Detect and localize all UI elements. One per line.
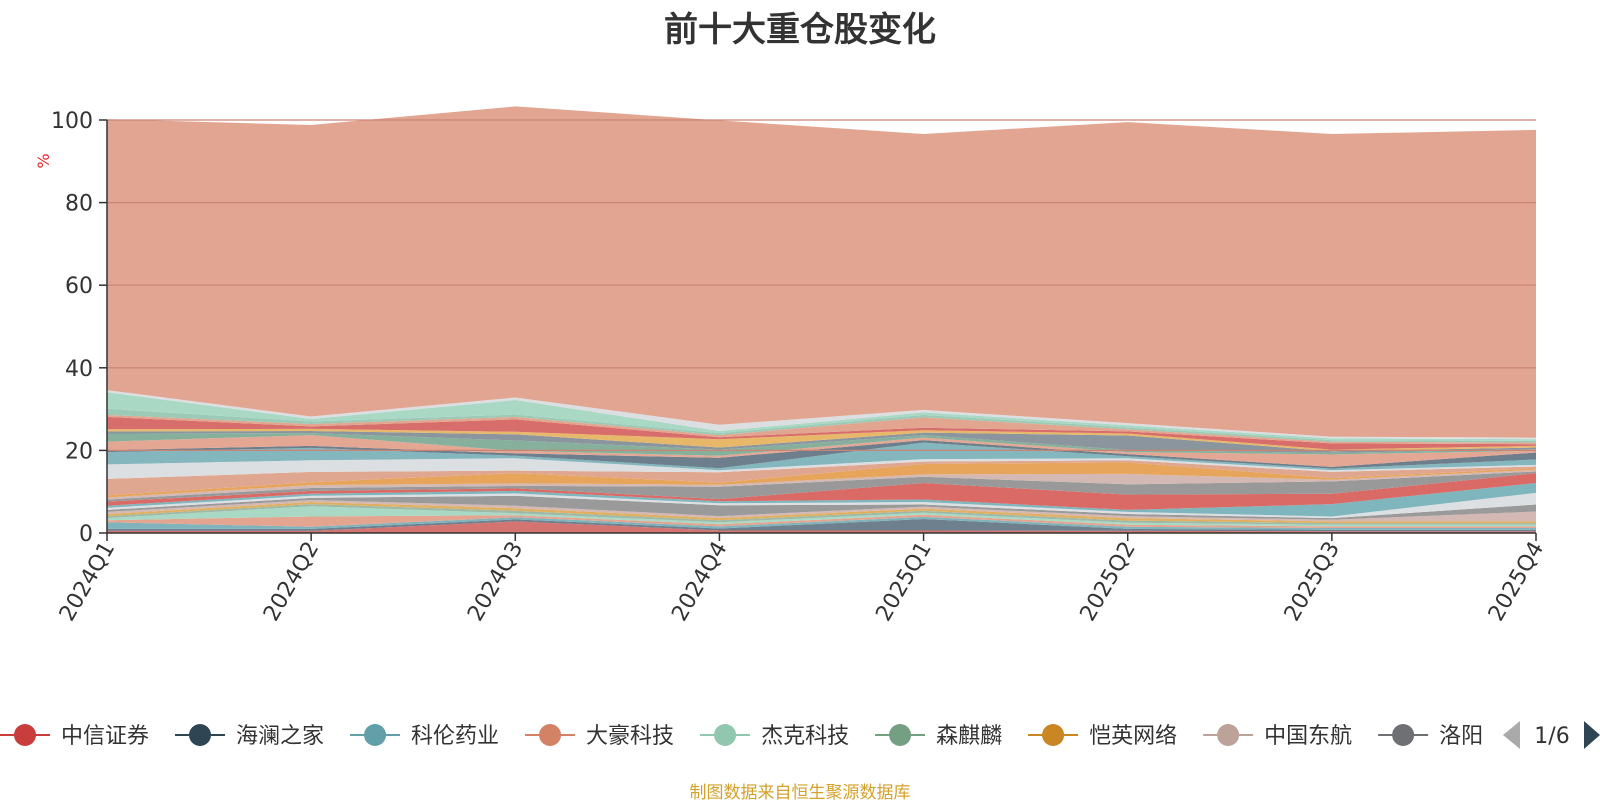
legend-label: 大豪科技 — [586, 724, 674, 749]
chart-title: 前十大重仓股变化 — [664, 10, 936, 50]
legend-item[interactable]: 海澜之家 — [175, 724, 324, 749]
area-series-6 — [107, 502, 1536, 524]
y-axis-unit-label: % — [34, 153, 53, 168]
x-tick-label: 2025Q2 — [1076, 538, 1141, 626]
legend-marker — [539, 724, 562, 746]
legend-label: 洛阳钼业 — [1439, 724, 1527, 749]
area-series-25 — [107, 408, 1536, 443]
legend-label: 恺英网络 — [1089, 724, 1177, 749]
legend-page-indicator: 1/6 — [1534, 724, 1569, 749]
legend-label: 科伦药业 — [411, 724, 499, 749]
area-series-24 — [107, 414, 1536, 445]
area-series-7 — [107, 500, 1536, 522]
x-tick-label: 2024Q3 — [463, 538, 528, 626]
x-tick-label: 2024Q1 — [55, 538, 120, 626]
legend-item[interactable]: 洛阳钼业 — [1378, 724, 1527, 749]
legend-item[interactable]: 恺英网络 — [1028, 724, 1177, 749]
legend-marker — [364, 724, 387, 746]
legend-marker — [189, 724, 212, 746]
area-series-18 — [107, 440, 1536, 469]
area-series-8 — [107, 495, 1536, 520]
legend-marker — [1392, 724, 1415, 746]
chevron-right-icon[interactable] — [1584, 721, 1600, 749]
y-tick-label: 0 — [79, 522, 93, 547]
area-series-20 — [107, 433, 1536, 456]
area-series-23 — [107, 416, 1536, 450]
legend-item[interactable]: 杰克科技 — [700, 724, 849, 749]
x-tick-label: 2025Q1 — [871, 538, 936, 626]
legend-label: 森麒麟 — [936, 724, 1002, 749]
area-series-2 — [107, 516, 1536, 530]
area-series-3 — [107, 514, 1536, 528]
area-series-22 — [107, 428, 1536, 452]
area-series-0 — [107, 521, 1536, 533]
stacked-areas — [107, 106, 1536, 533]
legend-item[interactable]: 中信证券 — [0, 724, 149, 749]
legend-label: 杰克科技 — [761, 724, 849, 749]
legend-item[interactable]: 森麒麟 — [875, 724, 1002, 749]
legend-next-page-button[interactable] — [1584, 721, 1600, 749]
legend-marker — [1042, 724, 1065, 746]
y-tick-label: 80 — [65, 192, 93, 217]
area-series-13 — [107, 469, 1536, 500]
area-series-12 — [107, 471, 1536, 502]
y-tick-label: 40 — [65, 357, 93, 382]
legend-label: 中信证券 — [61, 724, 149, 749]
area-series-27 — [107, 390, 1536, 440]
x-tick-label: 2024Q4 — [667, 538, 732, 626]
legend-items: 中信证券 海澜之家 科伦药业 大豪科技 杰克科技 森麒麟 恺英网络 中国东航 洛阳钼业 — [0, 724, 1527, 749]
chevron-left-icon[interactable] — [1503, 721, 1520, 749]
legend-marker — [1217, 724, 1240, 746]
area-series-17 — [107, 442, 1536, 471]
area-series-1 — [107, 519, 1536, 532]
legend-item[interactable]: 科伦药业 — [350, 724, 499, 749]
legend-label: 海澜之家 — [236, 724, 324, 749]
x-tick-label: 2024Q2 — [259, 538, 324, 626]
area-series-21 — [107, 431, 1536, 453]
area-series-19 — [107, 435, 1536, 467]
area-series-16 — [107, 458, 1536, 479]
legend-marker — [14, 724, 36, 746]
area-series-11 — [107, 473, 1536, 510]
legend-marker — [889, 724, 912, 746]
area-series-28 — [107, 106, 1536, 438]
grid — [107, 119, 1536, 451]
legend-prev-page-button[interactable] — [1503, 721, 1520, 749]
area-series-5 — [107, 504, 1536, 525]
legend-item[interactable]: 大豪科技 — [525, 724, 674, 749]
legend: 1/6 中信证券 海澜之家 科伦药业 大豪科技 杰克科技 森麒麟 恺英网络 中国东航 洛阳钼业 — [0, 721, 1600, 749]
area-series-15 — [107, 460, 1536, 496]
legend-item[interactable]: 中国东航 — [1203, 724, 1352, 749]
x-tick-label: 2025Q3 — [1280, 538, 1345, 626]
area-series-14 — [107, 462, 1536, 498]
area-series-26 — [107, 392, 1536, 441]
y-tick-label: 60 — [65, 274, 93, 299]
y-tick-label: 20 — [65, 439, 93, 464]
x-tick-label: 2025Q4 — [1484, 538, 1549, 626]
legend-marker — [714, 724, 737, 746]
legend-label: 中国东航 — [1264, 724, 1352, 749]
y-tick-label: 100 — [51, 109, 93, 134]
source-note: 制图数据来自恒生聚源数据库 — [689, 783, 911, 803]
